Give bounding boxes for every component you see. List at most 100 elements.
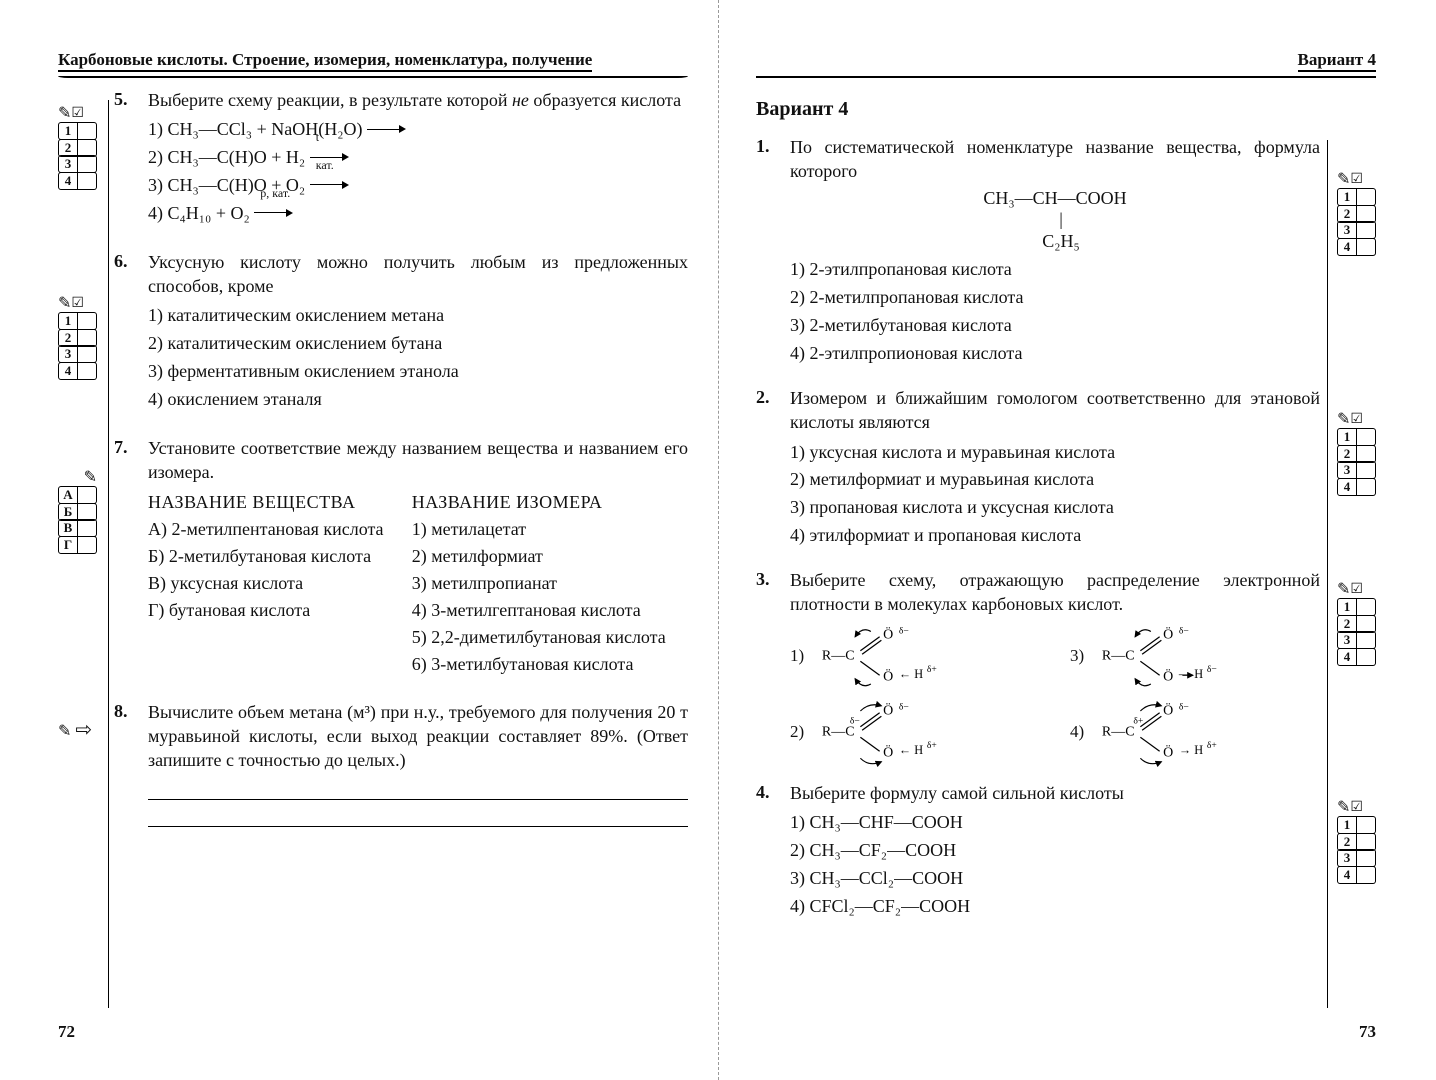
question-2-options: 1) уксусная кислота и муравьиная кислота… xyxy=(790,439,1320,551)
svg-text:δ−: δ− xyxy=(899,701,909,712)
column-rule xyxy=(108,100,109,1008)
header-rule xyxy=(58,76,688,78)
option: 2) CH₃—CF₂—COOH xyxy=(790,837,1320,865)
page-number: 72 xyxy=(58,1022,75,1042)
answer-line[interactable] xyxy=(148,806,688,827)
option: 2) 2-метилпропановая кислота xyxy=(790,284,1320,312)
svg-text:δ+: δ+ xyxy=(927,663,937,674)
question-2: 2. Изомером и ближайшим гомологом соотве… xyxy=(756,386,1320,435)
page-left: Карбоновые кислоты. Строение, изомерия, … xyxy=(0,0,718,1080)
question-number: 2. xyxy=(756,386,790,408)
option: 4) 2-этилпропионовая кислота xyxy=(790,340,1320,368)
match-item: Б) 2-метилбутановая кислота xyxy=(148,543,412,570)
svg-text:Ö: Ö xyxy=(883,625,893,642)
question-number: 1. xyxy=(756,135,790,157)
option: 4) окислением этаналя xyxy=(148,386,688,414)
answer-grid-q1[interactable]: ✎☑ 1 2 3 4 xyxy=(1337,172,1376,256)
option: 1) каталитическим окислением метана xyxy=(148,302,688,330)
svg-text:Ö: Ö xyxy=(883,667,893,684)
match-item: А) 2-метилпентановая кислота xyxy=(168,516,412,543)
match-item: 2) метилформиат xyxy=(412,543,688,570)
answer-grid-q6[interactable]: ✎☑ 1 2 3 4 xyxy=(58,296,97,380)
option: 4) C₄H₁₀ + O₂ p, кат. xyxy=(148,200,688,228)
svg-text:→ H: → H xyxy=(1179,743,1203,757)
question-prompt: Изомером и ближайшим гомологом соответст… xyxy=(790,386,1320,435)
scheme-svg: R—C Ö δ− Ö — H δ− xyxy=(1094,621,1234,691)
question-number: 8. xyxy=(114,700,148,722)
question-prompt: Уксусную кислоту можно получить любым из… xyxy=(148,250,688,299)
question-1: 1. По систематической номенклатуре назва… xyxy=(756,135,1320,184)
structural-formula: CH₃—CH—COOH | C₂H₅ xyxy=(790,188,1320,253)
option: 1) 2-этилпропановая кислота xyxy=(790,256,1320,284)
svg-text:R—C: R—C xyxy=(822,724,855,739)
svg-text:δ−: δ− xyxy=(850,715,860,726)
matching-table: НАЗВАНИЕ ВЕЩЕСТВА А) 2-метилпентановая к… xyxy=(148,489,688,678)
option: 4) этилформиат и пропановая кислота xyxy=(790,522,1320,550)
question-4: 4. Выберите формулу самой сильной кислот… xyxy=(756,781,1320,805)
question-3: 3. Выберите схему, отражающую распределе… xyxy=(756,568,1320,617)
option: 3) CH₃—CCl₂—COOH xyxy=(790,865,1320,893)
svg-text:Ö: Ö xyxy=(1163,667,1173,684)
option: 4) CFCl₂—CF₂—COOH xyxy=(790,893,1320,921)
scheme-svg: R—C Ö δ− Ö ← H δ+ xyxy=(814,621,954,691)
scheme-svg: R—C δ− Ö δ− Ö ← H δ+ xyxy=(814,697,954,767)
svg-text:R—C: R—C xyxy=(1102,648,1135,663)
answer-grid-q5[interactable]: ✎☑ 1 2 3 4 xyxy=(58,106,97,190)
match-item: 5) 2,2-диметилбутановая кислота xyxy=(432,624,688,651)
answer-grid-q4[interactable]: ✎☑ 1 2 3 4 xyxy=(1337,800,1376,884)
question-number: 3. xyxy=(756,568,790,590)
svg-text:δ−: δ− xyxy=(899,625,909,636)
answer-essay-q8[interactable]: ✎⇨ xyxy=(58,720,92,740)
question-6-options: 1) каталитическим окислением метана 2) к… xyxy=(148,302,688,414)
electron-density-schemes: 1) R—C Ö δ− Ö ← H δ+ xyxy=(790,621,1320,767)
question-7: 7. Установите соответствие между названи… xyxy=(114,436,688,485)
running-head-right: Вариант 4 xyxy=(756,50,1376,70)
question-prompt: Выберите формулу самой сильной кислоты xyxy=(790,781,1320,805)
svg-text:Ö: Ö xyxy=(883,743,893,760)
svg-text:δ+: δ+ xyxy=(1207,739,1217,750)
option: 1) CH₃—CHF—COOH xyxy=(790,809,1320,837)
option: 3) пропановая кислота и уксусная кислота xyxy=(790,494,1320,522)
option: 1) CH₃—CCl₃ + NaOH(H₂O) xyxy=(148,116,688,144)
question-8: 8. Вычислите объем метана (м³) при н.у.,… xyxy=(114,700,688,773)
scheme-3: 3) R—C Ö δ− Ö — H δ− xyxy=(1070,621,1320,691)
match-item: 4) 3-метилгептановая кислота xyxy=(412,597,688,624)
option: 2) метилформиат и муравьиная кислота xyxy=(790,466,1320,494)
page-gutter xyxy=(718,0,719,1080)
scheme-1: 1) R—C Ö δ− Ö ← H δ+ xyxy=(790,621,1040,691)
option: 3) CH₃—C(H)O + O₂ кат. xyxy=(148,172,688,200)
question-6: 6. Уксусную кислоту можно получить любым… xyxy=(114,250,688,299)
answer-grid-q2[interactable]: ✎☑ 1 2 3 4 xyxy=(1337,412,1376,496)
match-item: В) уксусная кислота xyxy=(148,570,412,597)
svg-text:R—C: R—C xyxy=(1102,724,1135,739)
question-5-options: 1) CH₃—CCl₃ + NaOH(H₂O) 2) CH₃—C(H)O + H… xyxy=(148,116,688,228)
svg-text:Ö: Ö xyxy=(883,701,893,718)
scheme-4: 4) R—C δ+ Ö δ− Ö → H δ+ xyxy=(1070,697,1320,767)
question-number: 4. xyxy=(756,781,790,803)
question-number: 6. xyxy=(114,250,148,272)
section-title: Вариант 4 xyxy=(756,98,1320,121)
answer-grid-q3[interactable]: ✎☑ 1 2 3 4 xyxy=(1337,582,1376,666)
scheme-2: 2) R—C δ− Ö δ− Ö ← H δ+ xyxy=(790,697,1040,767)
page-number: 73 xyxy=(1359,1022,1376,1042)
question-prompt: Выберите схему реакции, в результате кот… xyxy=(148,88,688,112)
svg-text:δ−: δ− xyxy=(1179,701,1189,712)
question-1-options: 1) 2-этилпропановая кислота 2) 2-метилпр… xyxy=(790,256,1320,368)
svg-text:— H: — H xyxy=(1178,667,1203,681)
match-item: 6) 3-метилбутановая кислота xyxy=(412,651,688,678)
match-item: 3) метилпропианат xyxy=(412,570,688,597)
column-header: НАЗВАНИЕ ВЕЩЕСТВА xyxy=(148,489,412,516)
svg-text:δ−: δ− xyxy=(1179,625,1189,636)
svg-text:δ+: δ+ xyxy=(1134,715,1144,726)
option: 3) 2-метилбутановая кислота xyxy=(790,312,1320,340)
option: 2) каталитическим окислением бутана xyxy=(148,330,688,358)
svg-text:← H: ← H xyxy=(899,667,923,681)
column-header: НАЗВАНИЕ ИЗОМЕРА xyxy=(412,489,688,516)
svg-text:Ö: Ö xyxy=(1163,625,1173,642)
answer-line[interactable] xyxy=(148,779,688,800)
question-5: 5. Выберите схему реакции, в результате … xyxy=(114,88,688,112)
svg-text:← H: ← H xyxy=(899,743,923,757)
header-rule xyxy=(756,76,1376,78)
match-item: 1) метилацетат xyxy=(412,516,688,543)
answer-grid-q7[interactable]: ✎ А Б В Г xyxy=(58,470,97,554)
